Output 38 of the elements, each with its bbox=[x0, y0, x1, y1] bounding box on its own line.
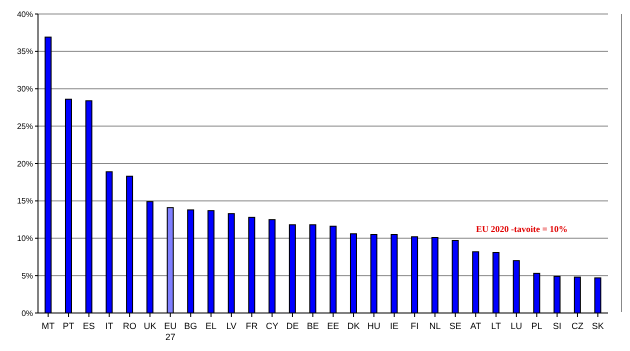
x-tick-label: NL bbox=[429, 321, 441, 331]
y-tick-label: 5% bbox=[21, 271, 33, 280]
x-tick-label: BG bbox=[184, 321, 198, 331]
x-tick-label: SE bbox=[449, 321, 462, 331]
x-tick-label: EE bbox=[327, 321, 340, 331]
y-tick-label: 35% bbox=[16, 47, 33, 56]
x-tick-label: PT bbox=[62, 321, 75, 331]
y-tick-label: 25% bbox=[16, 122, 33, 131]
x-tick-label: CY bbox=[266, 321, 278, 331]
x-tick-label: ES bbox=[82, 321, 95, 331]
x-tick-label: CZ bbox=[571, 321, 584, 331]
x-tick-label: EL bbox=[206, 321, 217, 331]
annotation: EU 2020 -tavoite = 10% bbox=[476, 224, 568, 234]
x-tick-label: BE bbox=[306, 321, 319, 331]
x-tick-label: UK bbox=[144, 321, 156, 331]
x-tick-label: DE bbox=[286, 321, 299, 331]
y-tick-label: 20% bbox=[16, 159, 33, 168]
x-tick-label: IT bbox=[105, 321, 114, 331]
y-tick-label: 30% bbox=[16, 84, 33, 94]
x-tick-label: AT bbox=[470, 321, 482, 331]
x-tick-label: LV bbox=[226, 321, 237, 331]
x-tick-label: EU 27 bbox=[164, 321, 177, 342]
x-tick-label: SK bbox=[592, 321, 604, 331]
x-tick-label: IE bbox=[390, 321, 399, 331]
x-tick-label: RO bbox=[122, 321, 136, 331]
x-tick-label: LU bbox=[510, 321, 522, 331]
y-tick-label: 10% bbox=[16, 234, 33, 244]
x-tick-label: FR bbox=[246, 321, 258, 331]
x-tick-label: SI bbox=[552, 321, 562, 331]
y-tick-label: 40% bbox=[16, 10, 33, 19]
x-tick-label: LT bbox=[491, 321, 502, 331]
y-tick-label: 15% bbox=[16, 196, 33, 206]
x-tick-label: PL bbox=[531, 321, 542, 331]
x-tick-label: DK bbox=[347, 321, 360, 331]
x-tick-label: MT bbox=[42, 321, 56, 331]
x-tick-label: FI bbox=[410, 321, 419, 331]
y-tick-label: 0% bbox=[21, 308, 33, 318]
x-tick-label: HU bbox=[367, 321, 380, 331]
